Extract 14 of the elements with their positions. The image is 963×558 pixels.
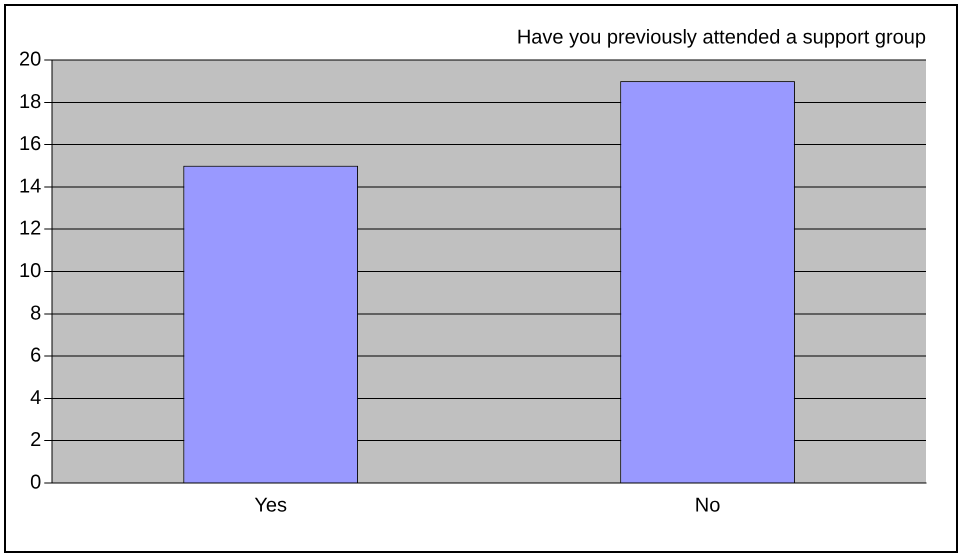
y-tick-label: 16 (18, 133, 42, 156)
y-tick-label: 20 (18, 48, 42, 71)
y-tick-label: 0 (30, 472, 42, 494)
x-tick-label: No (694, 494, 720, 517)
y-tick-label: 2 (30, 429, 42, 452)
y-tick-label: 10 (18, 260, 42, 282)
y-tick-label: 6 (30, 344, 42, 367)
x-tick-label: Yes (254, 494, 288, 517)
y-tick-label: 18 (18, 90, 42, 113)
chart-title: Have you previously attended a support group (516, 26, 926, 49)
y-tick-label: 8 (30, 302, 42, 324)
y-tick-label: 4 (30, 386, 42, 409)
y-tick-label: 14 (18, 175, 42, 198)
y-tick-label: 12 (18, 218, 42, 240)
